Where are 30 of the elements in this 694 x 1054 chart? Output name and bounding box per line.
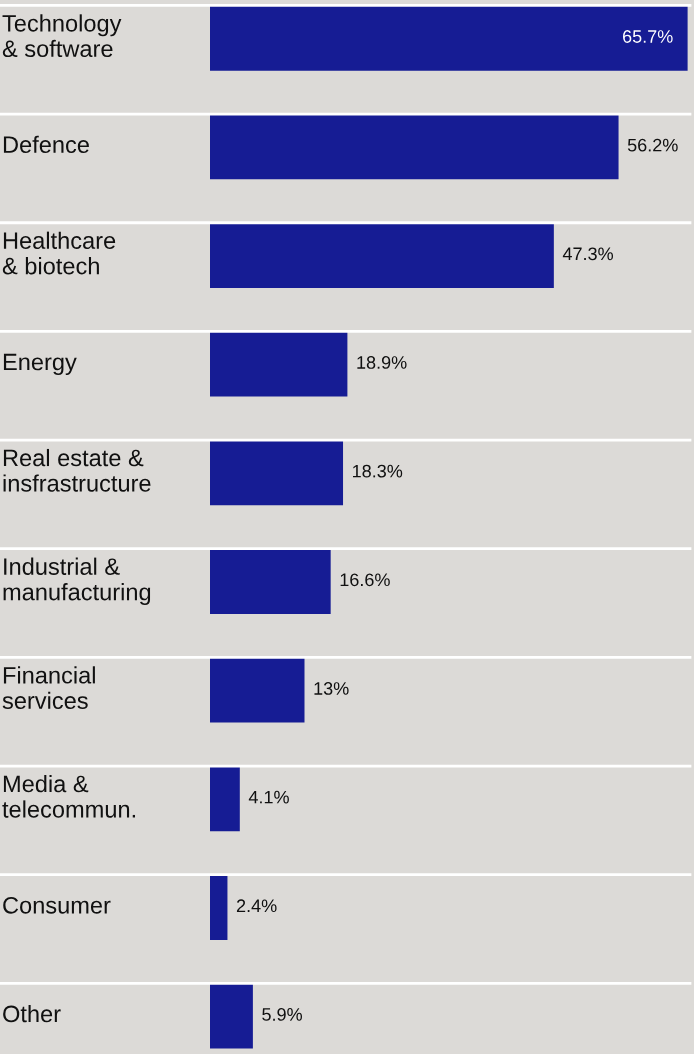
data-label: 56.2% [627,138,678,152]
y-tick-label: Energy [3,353,77,376]
data-label: 18.9% [357,356,407,369]
y-tick-label: Real estate & insfrastructure [3,448,151,492]
data-label: 5.9% [262,1008,302,1021]
y-tick-label: Consumer [3,896,111,914]
y-tick-label: Technology & software [2,14,122,58]
data-label: 2.4% [236,899,277,913]
bar [210,440,344,506]
data-label: 18.3% [353,464,403,478]
data-label: 13% [314,682,349,695]
bar [210,874,228,940]
data-label: 65.7% [623,30,673,43]
y-tick-label: Industrial & manufacturing [3,557,151,606]
bar [210,548,331,614]
data-label: 4.1% [248,790,289,804]
y-tick-label: Defence [3,135,89,154]
bar [210,5,688,71]
bar [210,657,305,723]
bar [210,331,348,397]
bar [210,766,240,832]
y-tick-label: Other [3,1004,61,1023]
data-label: 47.3% [562,247,613,261]
bar [210,983,253,1049]
y-tick-label: Healthcare & biotech [2,231,116,275]
bar [210,114,619,180]
y-tick-label: Media & telecommun. [2,774,136,818]
bar [210,222,554,288]
data-label: 16.6% [340,573,390,587]
y-tick-label: Financial services [2,666,95,710]
